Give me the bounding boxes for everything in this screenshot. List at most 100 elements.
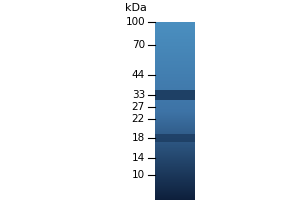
Bar — [155, 119, 195, 120]
Bar — [155, 29, 195, 30]
Bar — [155, 86, 195, 87]
Bar — [155, 79, 195, 80]
Bar — [155, 33, 195, 34]
Bar — [155, 97, 195, 98]
Bar — [155, 171, 195, 172]
Bar — [155, 71, 195, 72]
Bar — [155, 125, 195, 126]
Bar — [155, 199, 195, 200]
Bar — [155, 45, 195, 46]
Bar — [155, 160, 195, 161]
Bar — [155, 185, 195, 186]
Bar — [155, 180, 195, 181]
Bar — [155, 39, 195, 40]
Bar — [155, 80, 195, 81]
Bar — [155, 175, 195, 176]
Text: kDa: kDa — [125, 3, 147, 13]
Bar — [155, 63, 195, 64]
Bar — [155, 24, 195, 25]
Bar — [155, 120, 195, 121]
Bar — [155, 91, 195, 92]
Text: 14: 14 — [132, 153, 145, 163]
Bar — [155, 138, 195, 139]
Bar — [155, 109, 195, 110]
Bar — [155, 61, 195, 62]
Bar — [155, 31, 195, 32]
Bar — [155, 150, 195, 151]
Bar — [155, 69, 195, 70]
Bar — [155, 90, 195, 91]
Bar — [155, 30, 195, 31]
Bar — [155, 192, 195, 193]
Bar — [155, 82, 195, 83]
Bar — [155, 89, 195, 90]
Bar — [155, 176, 195, 177]
Bar — [155, 50, 195, 51]
Text: 18: 18 — [132, 133, 145, 143]
Bar — [155, 155, 195, 156]
Bar — [155, 85, 195, 86]
Bar — [155, 54, 195, 55]
Bar — [155, 105, 195, 106]
Bar — [155, 177, 195, 178]
Bar — [155, 46, 195, 47]
Bar — [155, 98, 195, 99]
Bar — [155, 112, 195, 113]
Bar — [155, 145, 195, 146]
Bar — [155, 73, 195, 74]
Bar — [155, 52, 195, 53]
Bar — [155, 188, 195, 189]
Bar — [155, 190, 195, 191]
Bar — [155, 123, 195, 124]
Bar — [155, 38, 195, 39]
Bar — [155, 65, 195, 66]
Bar — [155, 75, 195, 76]
Bar — [155, 174, 195, 175]
Bar — [155, 137, 195, 138]
Text: 44: 44 — [132, 70, 145, 80]
Bar — [155, 25, 195, 26]
Bar — [155, 181, 195, 182]
Bar — [155, 92, 195, 93]
Bar — [155, 41, 195, 42]
Bar — [155, 102, 195, 103]
Bar — [155, 40, 195, 41]
Bar — [155, 132, 195, 133]
Bar — [155, 159, 195, 160]
Bar — [155, 170, 195, 171]
Bar — [155, 35, 195, 36]
Bar — [155, 194, 195, 195]
Bar — [155, 124, 195, 125]
Bar — [155, 146, 195, 147]
Bar — [155, 49, 195, 50]
Bar — [155, 48, 195, 49]
Bar — [155, 162, 195, 163]
Bar — [155, 114, 195, 115]
Bar — [155, 134, 195, 142]
Bar — [155, 28, 195, 29]
Bar — [155, 122, 195, 123]
Bar — [155, 183, 195, 184]
Bar — [155, 76, 195, 77]
Text: 33: 33 — [132, 90, 145, 100]
Bar — [155, 157, 195, 158]
Bar — [155, 104, 195, 105]
Bar — [155, 81, 195, 82]
Bar — [155, 166, 195, 167]
Bar — [155, 68, 195, 69]
Bar — [155, 133, 195, 134]
Bar — [155, 23, 195, 24]
Bar — [155, 187, 195, 188]
Bar — [155, 32, 195, 33]
Bar — [155, 164, 195, 165]
Bar — [155, 36, 195, 37]
Bar — [155, 193, 195, 194]
Bar — [155, 107, 195, 108]
Bar — [155, 139, 195, 140]
Bar — [155, 84, 195, 85]
Bar — [155, 184, 195, 185]
Bar — [155, 103, 195, 104]
Bar — [155, 140, 195, 141]
Bar — [155, 186, 195, 187]
Bar — [155, 56, 195, 57]
